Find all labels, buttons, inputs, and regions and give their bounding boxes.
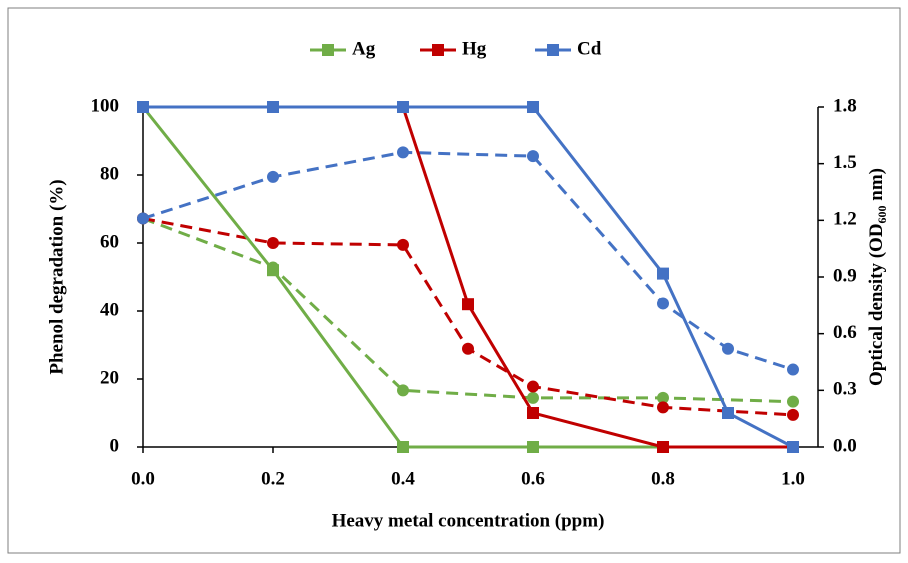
square-marker (267, 101, 279, 113)
x-tick-label: 1.0 (781, 468, 805, 489)
y-tick-label: 40 (100, 299, 119, 320)
y2-tick-label: 0.6 (833, 322, 857, 343)
x-tick-label: 0.6 (521, 468, 545, 489)
square-marker (657, 267, 669, 280)
square-marker (722, 407, 734, 419)
circle-marker (787, 363, 799, 376)
y-tick-label: 20 (100, 367, 119, 388)
x-tick-label: 0.8 (651, 468, 675, 489)
legend-label: Ag (352, 38, 376, 59)
y-axis-label: Phenol degradation (%) (46, 179, 67, 374)
square-marker (547, 44, 559, 56)
square-marker (462, 298, 474, 311)
circle-marker (462, 342, 474, 355)
square-marker (432, 44, 444, 56)
square-marker (787, 441, 799, 453)
y-tick-label: 100 (91, 95, 120, 116)
square-marker (322, 44, 334, 56)
square-marker (137, 101, 149, 113)
circle-marker (137, 212, 149, 225)
circle-marker (267, 237, 279, 249)
circle-marker (657, 391, 669, 404)
circle-marker (527, 391, 539, 404)
square-marker (527, 407, 539, 419)
legend-label: Cd (577, 38, 602, 59)
circle-marker (397, 238, 409, 251)
circle-marker (787, 408, 799, 421)
circle-marker (657, 297, 669, 310)
y2-tick-label: 1.2 (833, 209, 857, 230)
square-marker (397, 101, 409, 113)
circle-marker (527, 150, 539, 163)
circle-marker (397, 146, 409, 159)
dashed-line (142, 217, 794, 404)
y-tick-label: 0 (110, 435, 120, 456)
circle-marker (787, 395, 799, 408)
circle-marker (657, 401, 669, 414)
y2-label-after: nm) (866, 168, 887, 205)
y-tick-label: 60 (100, 231, 119, 252)
chart-frame (7, 7, 901, 554)
y-tick-label: 80 (100, 163, 119, 184)
x-tick-label: 0.0 (131, 468, 155, 489)
legend-label: Hg (462, 38, 487, 59)
y2-label-subscript: 600 (875, 205, 889, 223)
x-tick-label: 0.4 (391, 468, 415, 489)
y2-axis-label: Optical density (OD600 nm) (866, 168, 888, 386)
circle-marker (397, 384, 409, 397)
square-marker (267, 264, 279, 277)
x-axis-label: Heavy metal concentration (ppm) (332, 510, 605, 531)
y2-tick-label: 0.0 (833, 435, 857, 456)
square-marker (527, 441, 539, 453)
square-marker (397, 441, 409, 453)
x-tick-label: 0.2 (261, 468, 285, 489)
square-marker (527, 101, 539, 113)
circle-marker (722, 342, 734, 355)
y2-tick-label: 1.8 (833, 95, 857, 116)
circle-marker (527, 380, 539, 393)
square-marker (657, 441, 669, 453)
y2-tick-label: 0.9 (833, 265, 857, 286)
y2-tick-label: 0.3 (833, 379, 857, 400)
circle-marker (267, 170, 279, 183)
y2-label-text: Optical density (OD (866, 223, 887, 386)
y2-tick-label: 1.5 (833, 152, 857, 173)
